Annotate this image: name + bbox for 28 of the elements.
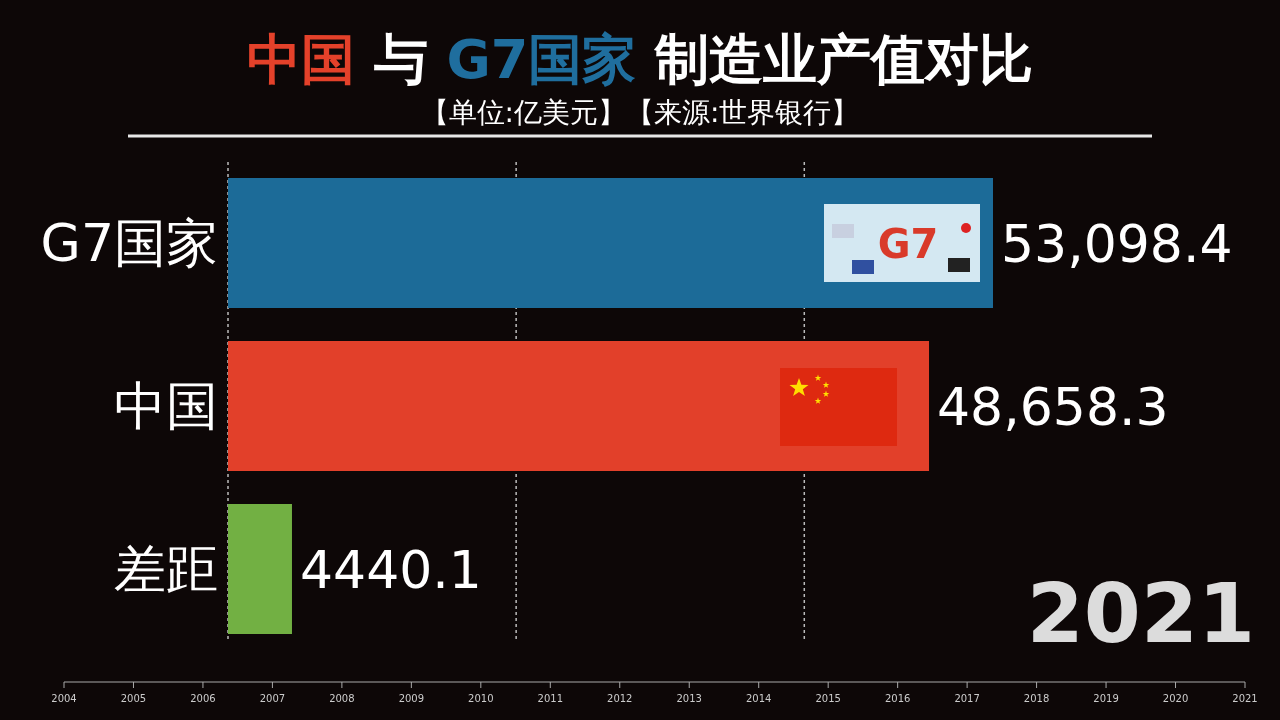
text: 2017 — [954, 693, 980, 704]
text: 2016 — [884, 693, 911, 704]
chart-title: 中国 与 G7国家 制造业产值对比 — [246, 28, 1034, 91]
text: 2011 — [537, 693, 564, 704]
annotation: G7 — [877, 221, 939, 267]
y-tick-label: G7国家 — [40, 213, 218, 273]
y-tick-label: 中国 — [114, 376, 218, 436]
text: 2010 — [468, 693, 494, 704]
text: 2006 — [190, 693, 216, 704]
data-label: 48,658.3 — [937, 377, 1169, 437]
text: 2009 — [398, 693, 425, 704]
text: 2007 — [259, 693, 286, 704]
text: 2005 — [120, 693, 147, 704]
text: 2012 — [607, 693, 633, 704]
text: 2015 — [815, 693, 841, 704]
data-label: 53,098.4 — [1001, 214, 1233, 274]
text: 2008 — [329, 693, 355, 704]
text: 2013 — [676, 693, 702, 704]
text: 2014 — [745, 693, 772, 704]
text: 2018 — [1023, 693, 1050, 704]
text: 2004 — [51, 693, 77, 704]
text: 2021 — [1232, 693, 1258, 704]
data-label: 4440.1 — [299, 540, 482, 600]
y-tick-label: 差距 — [114, 539, 218, 599]
text: 2019 — [1093, 693, 1119, 704]
chart-subtitle: 【单位:亿美元】【来源:世界银行】 — [420, 96, 860, 129]
text: 2020 — [1162, 693, 1189, 704]
text: 2021 — [1026, 566, 1255, 661]
